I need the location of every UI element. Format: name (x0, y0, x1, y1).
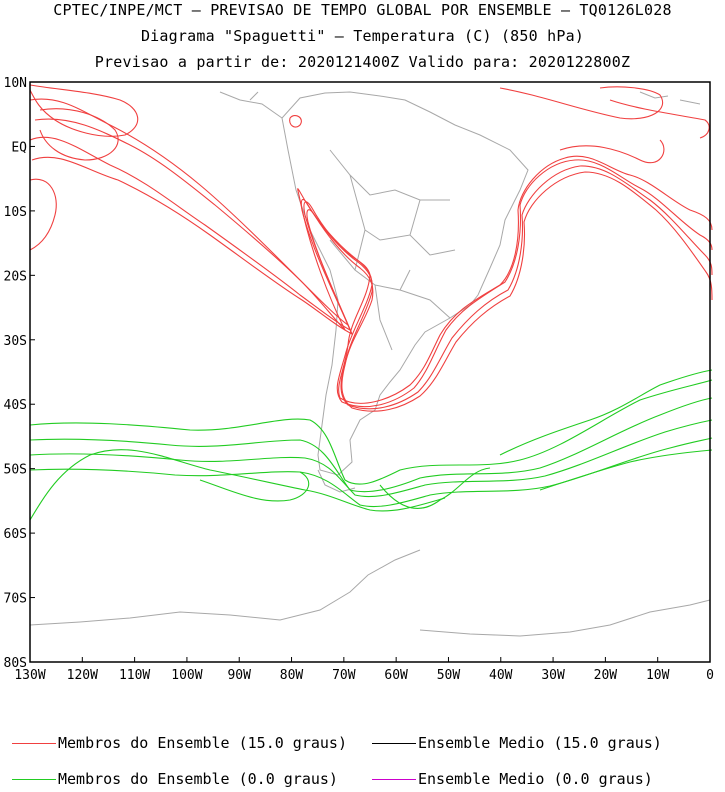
lon-tick-label: 50W (437, 668, 461, 683)
lon-tick-label: 90W (227, 668, 251, 683)
lat-tick-label: EQ (11, 140, 27, 155)
cold-member-line-1 (29, 379, 713, 485)
warm-member-lines (29, 84, 713, 412)
lon-tick-label: 100W (171, 668, 202, 683)
warm-member-loop-3 (29, 178, 57, 251)
legend-label: Ensemble Medio (0.0 graus) (418, 770, 653, 788)
warm-member-line-1 (29, 98, 713, 404)
title-line-1: CPTEC/INPE/MCT — PREVISAO DE TEMPO GLOBA… (53, 1, 672, 19)
cold-member-line-7 (379, 467, 491, 509)
legend-item: Membros do Ensemble (15.0 graus) (12, 734, 347, 752)
lat-tick-label: 70S (4, 592, 27, 607)
lat-tick-label: 60S (4, 527, 27, 542)
title-line-3: Previsao a partir de: 2020121400Z Valido… (94, 53, 631, 71)
legend-item: Ensemble Medio (0.0 graus) (372, 770, 653, 788)
cold-member-line-5 (29, 449, 446, 521)
lon-tick-label: 30W (541, 668, 565, 683)
cold-member-line-6 (199, 471, 310, 502)
legend-label: Ensemble Medio (15.0 graus) (418, 734, 662, 752)
warm-member-line-3 (29, 136, 713, 410)
warm-member-loop-1 (29, 84, 139, 137)
lon-tick-label: 10W (646, 668, 670, 683)
cold-member-line-3 (29, 419, 713, 498)
legend-swatch (372, 778, 416, 780)
cold-member-line-8 (499, 369, 713, 456)
antarctica-outline (29, 549, 711, 637)
legend-swatch (12, 742, 56, 744)
warm-member-loop-6 (289, 115, 302, 128)
lat-tick-label: 10S (4, 205, 27, 220)
lat-tick-label: 20S (4, 269, 27, 284)
cold-member-line-2 (29, 397, 713, 493)
title-line-2: Diagrama "Spaguetti" — Temperatura (C) (… (140, 27, 585, 45)
lon-tick-label: 110W (119, 668, 150, 683)
islands-north (639, 91, 701, 105)
lat-tick-label: 40S (4, 398, 27, 413)
south-america-outline (281, 91, 529, 476)
warm-member-loop-2 (39, 108, 119, 161)
lat-tick-label: 30S (4, 334, 27, 349)
lon-tick-label: 120W (67, 668, 98, 683)
warm-member-loop-5 (609, 99, 710, 139)
warm-member-loop-7 (559, 139, 665, 164)
lat-tick-label: 50S (4, 463, 27, 478)
legend-label: Membros do Ensemble (0.0 graus) (58, 770, 338, 788)
legend-item: Membros do Ensemble (0.0 graus) (12, 770, 338, 788)
map-frame (29, 81, 711, 663)
central-america-outline (219, 91, 283, 119)
lat-tick-label: 80S (4, 656, 27, 671)
cold-member-line-9 (539, 449, 713, 491)
legend-label: Membros do Ensemble (15.0 graus) (58, 734, 347, 752)
legend-swatch (12, 778, 56, 780)
cold-member-line-4 (29, 437, 713, 508)
lat-tick-label: 10N (4, 76, 27, 91)
lon-tick-label: 130W (14, 668, 45, 683)
lon-tick-label: 60W (384, 668, 408, 683)
cold-member-lines (29, 369, 713, 521)
country-borders (329, 149, 456, 351)
lon-tick-label: 80W (280, 668, 304, 683)
lon-tick-label: 0 (706, 668, 714, 683)
warm-member-line-2 (34, 118, 713, 408)
warm-member-loop-4 (499, 86, 663, 120)
lon-tick-label: 40W (489, 668, 513, 683)
island-outline (317, 469, 356, 493)
legend-swatch (372, 742, 416, 744)
longitude-ticks: 130W 120W 110W 100W 90W 80W 70W 60W 50W 40W 30W 20W… (14, 657, 714, 683)
latitude-ticks: 10N EQ 10S 20S 30S 40S 50S 60S 70S 80S (4, 76, 35, 671)
lon-tick-label: 20W (594, 668, 618, 683)
coastlines (29, 91, 711, 637)
lon-tick-label: 70W (332, 668, 356, 683)
warm-member-line-4 (31, 156, 713, 412)
legend-item: Ensemble Medio (15.0 graus) (372, 734, 662, 752)
